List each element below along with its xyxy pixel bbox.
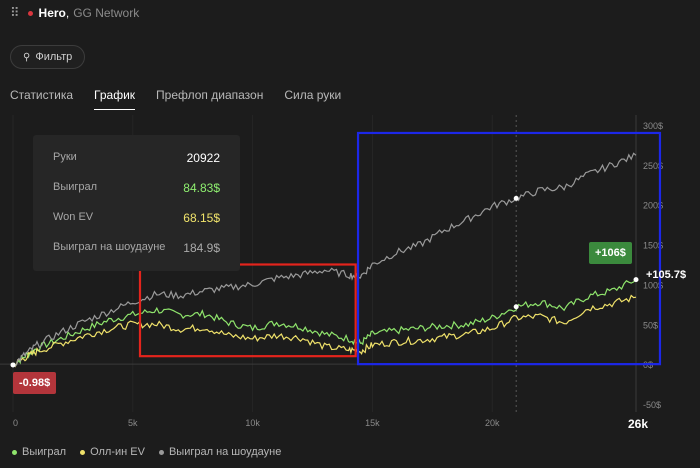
legend-item-allin-ev[interactable]: Олл-ин EV (80, 446, 145, 458)
start-point (10, 362, 16, 368)
y-tick-label: 50$ (643, 320, 658, 330)
x-tick-label: 20k (485, 418, 500, 428)
legend-label: Олл-ин EV (90, 446, 145, 458)
tooltip-value: 184.9$ (183, 241, 220, 255)
tooltip-row-hands: Руки 20922 (53, 151, 220, 181)
y-tick-label: 300$ (643, 121, 663, 131)
series-line (12, 294, 637, 368)
y-tick-label: 150$ (643, 241, 663, 251)
red-box (138, 263, 357, 358)
filter-icon: ⚲ (23, 51, 31, 63)
series-line (12, 152, 637, 368)
tooltip-label: Руки (53, 151, 77, 163)
tooltip-row-won: Выиграл 84.83$ (53, 181, 220, 211)
legend-label: Выиграл на шоудауне (168, 446, 282, 458)
tab-graph[interactable]: График (94, 88, 136, 110)
end-point (633, 277, 639, 283)
chart-legend: Выиграл Олл-ин EV Выиграл на шоудауне (12, 446, 281, 458)
hero-name: Hero (38, 6, 66, 20)
hover-point (513, 304, 519, 310)
legend-label: Выиграл (22, 446, 67, 458)
network-name: GG Network (73, 6, 140, 20)
status-dot-icon (27, 10, 33, 16)
filter-label: Фильтр (35, 51, 73, 63)
filter-button[interactable]: ⚲ Фильтр (10, 45, 86, 69)
legend-dot-icon (80, 449, 86, 455)
start-value-badge: -0.98$ (13, 372, 57, 394)
legend-item-showdown[interactable]: Выиграл на шоудауне (158, 446, 282, 458)
x-tick-label: 0 (13, 418, 18, 428)
app-header: ⠿ Hero , GG Network (10, 4, 139, 22)
legend-dot-icon (158, 449, 164, 455)
winnings-chart: 300$250$200$150$100$50$0$-50$0 5k 10k 15k 20… (0, 115, 663, 431)
grip-icon[interactable]: ⠿ (10, 5, 20, 20)
series-line (12, 279, 637, 368)
x-tick-label: 15k (365, 418, 380, 428)
tab-stats[interactable]: Статистика (10, 88, 74, 102)
legend-dot-icon (12, 449, 17, 455)
y-tick-label: 250$ (643, 161, 663, 171)
end-value-label: +105.7$ (646, 269, 687, 281)
chart-tooltip: Руки 20922 Выиграл 84.83$ Won EV 68.15$ … (33, 135, 240, 271)
blue-box (356, 131, 662, 366)
y-tick-label: 100$ (643, 280, 663, 290)
tooltip-value: 68.15$ (183, 211, 220, 225)
x-tick-label: 26k (628, 417, 648, 431)
tab-hand-strength[interactable]: Сила руки (284, 88, 342, 102)
tooltip-label: Выиграл (53, 181, 98, 193)
y-tick-label: -50$ (643, 400, 661, 410)
x-tick-label: 5k (128, 418, 138, 428)
tooltip-label: Выиграл на шоудауне (53, 241, 166, 253)
tooltip-row-won-ev: Won EV 68.15$ (53, 211, 220, 241)
y-tick-label: 200$ (643, 201, 663, 211)
x-tick-label: 10k (245, 418, 260, 428)
hero-separator: , (65, 6, 70, 20)
tabs-bar: Статистика График Префлоп диапазон Сила … (10, 88, 341, 110)
tooltip-value: 20922 (186, 151, 220, 165)
tooltip-value: 84.83$ (183, 181, 220, 195)
end-value-badge: +106$ (589, 242, 632, 264)
hover-point (513, 195, 519, 201)
legend-item-won[interactable]: Выиграл (12, 446, 66, 458)
tab-preflop-range[interactable]: Префлоп диапазон (156, 88, 264, 102)
chart-panel: 300$ 250$ 200$ 150$ 100$ 50$ 0$ -50$ 0 5k 10k 15k 20… (0, 115, 700, 442)
tooltip-row-showdown: Выиграл на шоудауне 184.9$ (53, 241, 220, 271)
tooltip-label: Won EV (53, 211, 94, 223)
